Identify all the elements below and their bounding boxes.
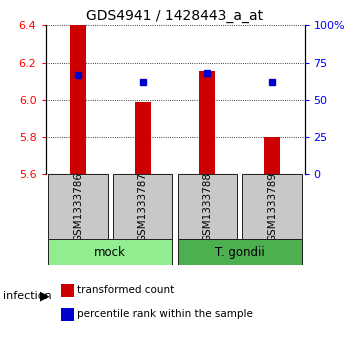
Bar: [70, 25, 86, 174]
Title: GDS4941 / 1428443_a_at: GDS4941 / 1428443_a_at: [86, 9, 264, 23]
Bar: [48, 174, 108, 240]
Text: infection: infection: [4, 291, 52, 301]
Bar: [199, 71, 216, 174]
Text: transformed count: transformed count: [77, 285, 174, 295]
Text: ▶: ▶: [40, 289, 50, 302]
Bar: [242, 174, 302, 240]
Text: GSM1333788: GSM1333788: [202, 172, 212, 242]
Bar: [113, 174, 173, 240]
Text: T. gondii: T. gondii: [215, 246, 265, 259]
Bar: [134, 102, 151, 174]
Bar: [264, 137, 280, 174]
Bar: [177, 240, 302, 265]
Bar: [48, 240, 173, 265]
Text: GSM1333789: GSM1333789: [267, 172, 277, 242]
Text: percentile rank within the sample: percentile rank within the sample: [77, 309, 253, 319]
Text: mock: mock: [94, 246, 126, 259]
Bar: [177, 174, 237, 240]
Text: GSM1333786: GSM1333786: [73, 172, 83, 242]
Text: GSM1333787: GSM1333787: [138, 172, 148, 242]
